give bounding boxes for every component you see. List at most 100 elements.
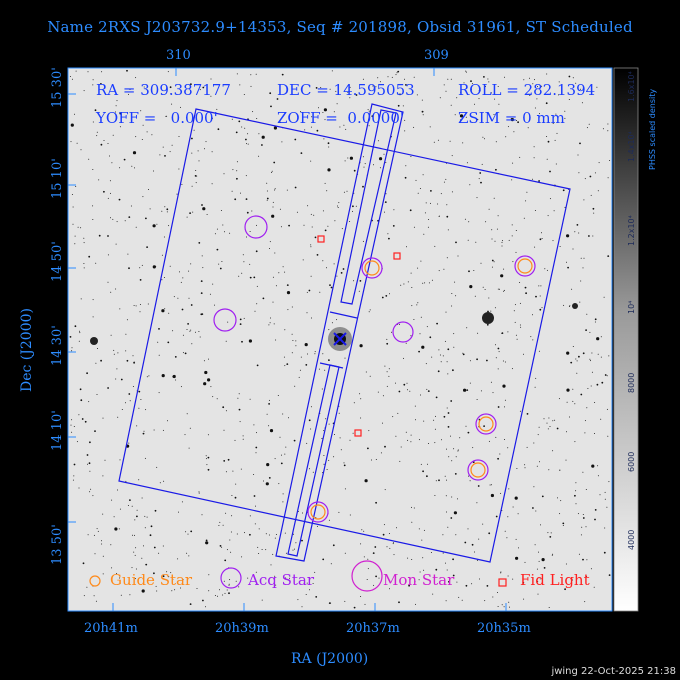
background-star [75, 70, 77, 72]
background-star [582, 267, 584, 269]
background-star [411, 521, 413, 523]
background-star [435, 480, 437, 482]
background-star [274, 252, 276, 254]
background-star [575, 482, 577, 484]
background-star [550, 532, 552, 534]
legend-acq-label: Acq Star [247, 571, 315, 589]
background-star [398, 601, 400, 604]
background-star [469, 382, 471, 384]
background-star [440, 193, 442, 195]
background-star [196, 588, 198, 589]
background-star [309, 468, 310, 470]
background-star [490, 381, 492, 383]
background-star [210, 386, 212, 388]
background-star [114, 527, 118, 531]
background-star [198, 491, 200, 493]
background-star [139, 267, 141, 269]
background-star [75, 186, 77, 187]
background-star [292, 533, 294, 535]
background-star [578, 172, 580, 174]
background-star [469, 480, 471, 482]
background-star [488, 532, 491, 535]
background-star [329, 88, 331, 90]
background-star [447, 348, 450, 351]
background-star [465, 71, 467, 73]
background-star [310, 244, 312, 246]
background-star [572, 248, 574, 250]
background-star [286, 363, 289, 365]
background-star [525, 200, 527, 202]
background-star [245, 198, 248, 201]
background-star [119, 126, 121, 128]
background-star [83, 595, 85, 597]
background-star [352, 432, 354, 434]
background-star [222, 224, 224, 226]
background-star [578, 355, 580, 358]
background-star [429, 126, 431, 128]
background-star [222, 524, 224, 526]
background-star [564, 588, 566, 591]
background-star [486, 585, 489, 587]
background-star [534, 210, 536, 211]
background-star [309, 589, 310, 591]
background-star [538, 180, 540, 182]
background-star [471, 88, 472, 90]
background-star [349, 156, 353, 160]
background-star [568, 306, 570, 307]
background-star [138, 407, 140, 409]
background-star [535, 377, 537, 379]
svg-text:1.2x10⁴: 1.2x10⁴ [627, 215, 636, 246]
background-star [480, 262, 482, 264]
background-star [554, 139, 556, 141]
background-star [361, 529, 363, 531]
background-star [534, 386, 536, 388]
background-star [495, 515, 498, 518]
background-star [422, 470, 424, 473]
background-star [193, 129, 195, 131]
background-star [419, 188, 421, 189]
background-star [526, 446, 528, 448]
background-star [513, 131, 515, 133]
background-star [488, 208, 490, 210]
background-star [333, 111, 335, 113]
background-star [601, 381, 604, 384]
background-star [344, 488, 346, 490]
background-star [346, 190, 348, 192]
background-star [512, 162, 514, 164]
background-star [132, 355, 134, 357]
background-star [218, 525, 220, 526]
background-star [238, 586, 240, 588]
background-star [532, 178, 533, 180]
background-star [430, 202, 431, 204]
background-star [379, 157, 383, 161]
background-star [446, 448, 447, 450]
background-star [437, 203, 439, 205]
background-star [418, 528, 420, 530]
background-star [71, 419, 73, 421]
background-star [606, 506, 608, 508]
background-star [107, 235, 109, 237]
background-star [453, 346, 455, 348]
background-star [190, 83, 192, 86]
background-star [435, 568, 438, 571]
background-star [79, 388, 82, 391]
background-star [579, 142, 581, 145]
background-star [128, 393, 131, 395]
background-star [446, 511, 447, 513]
background-star [268, 403, 270, 405]
background-star [72, 206, 74, 208]
background-star [322, 558, 325, 561]
background-star [271, 170, 273, 172]
background-star [166, 208, 169, 211]
background-star [477, 118, 479, 120]
legend: Guide Star Acq Star Mon Star Fid Light [89, 560, 590, 592]
background-star [304, 343, 308, 347]
background-star [511, 179, 513, 181]
background-star [445, 600, 447, 602]
background-star [171, 103, 173, 105]
background-star [88, 158, 90, 160]
background-star [331, 70, 333, 72]
background-star [572, 579, 573, 581]
background-star [515, 251, 517, 253]
background-star [568, 75, 571, 78]
